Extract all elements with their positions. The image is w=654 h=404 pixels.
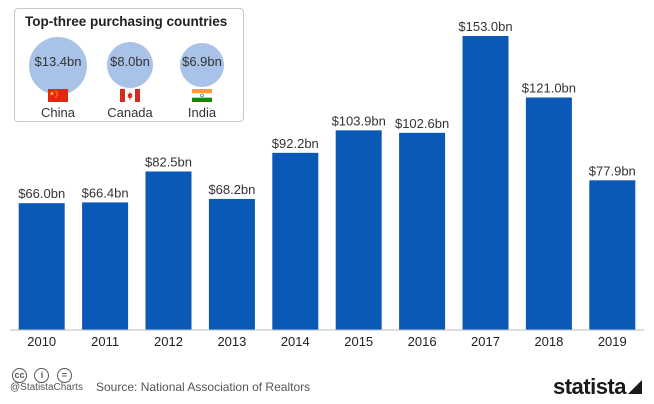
statista-logo[interactable]: statista — [553, 374, 642, 400]
license-icons: cc i = — [12, 365, 75, 383]
china-flag-icon — [48, 89, 68, 102]
x-tick-2012: 2012 — [154, 334, 183, 349]
x-tick-2010: 2010 — [27, 334, 56, 349]
bar-value-label-2010: $66.0bn — [18, 186, 65, 201]
bars-group — [18, 36, 636, 330]
bar-value-label-2012: $82.5bn — [145, 154, 192, 169]
bar-2012 — [145, 171, 192, 330]
bar-2013 — [208, 198, 255, 330]
x-tick-2011: 2011 — [91, 334, 119, 349]
x-tick-2013: 2013 — [217, 334, 246, 349]
india-label: India — [187, 105, 217, 120]
bar-2016 — [399, 132, 446, 330]
bar-2017 — [462, 36, 509, 330]
statista-logo-text: statista — [552, 374, 627, 399]
india-flag-icon — [192, 89, 212, 102]
bar-2010 — [18, 203, 65, 330]
bar-2011 — [82, 202, 129, 330]
bar-value-label-2013: $68.2bn — [208, 182, 255, 197]
bar-value-label-2018: $121.0bn — [522, 80, 576, 95]
x-tick-2014: 2014 — [281, 334, 310, 349]
bar-value-label-2015: $103.9bn — [332, 113, 386, 128]
bar-value-label-2017: $153.0bn — [458, 19, 512, 34]
india-bubble — [180, 43, 224, 87]
legend-item-india: $6.9bn India — [165, 33, 239, 120]
x-tick-2016: 2016 — [408, 334, 437, 349]
x-tick-2017: 2017 — [471, 334, 500, 349]
bar-2015 — [335, 130, 382, 330]
bar-value-label-2016: $102.6bn — [395, 116, 449, 131]
statista-logo-mark-icon — [628, 380, 642, 394]
bar-2018 — [525, 97, 572, 330]
x-tick-labels-group: 2010 2011 2012 2013 2014 2015 2016 2017 2018 2019 — [27, 334, 627, 349]
x-tick-2015: 2015 — [344, 334, 373, 349]
bar-value-label-2014: $92.2bn — [272, 136, 319, 151]
india-value: $6.9bn — [182, 54, 222, 69]
china-bubble — [29, 37, 87, 95]
bar-labels-group: $66.0bn $66.4bn $82.5bn $68.2bn $92.2bn $103.… — [18, 19, 636, 201]
no-derivatives-icon[interactable]: = — [56, 368, 72, 383]
source-note: Source: National Association of Realtors — [96, 380, 311, 394]
legend-title: Top-three purchasing countries — [25, 14, 228, 29]
legend-panel: Top-three purchasing countries $13.4bn C… — [14, 8, 244, 122]
canada-bubble — [107, 42, 153, 88]
statista-handle[interactable]: @StatistaCharts — [10, 382, 83, 393]
creative-commons-icon[interactable]: cc — [12, 368, 27, 383]
bar-value-label-2011: $66.4bn — [82, 185, 129, 200]
china-value: $13.4bn — [34, 54, 82, 69]
canada-label: Canada — [107, 105, 153, 120]
x-tick-2019: 2019 — [598, 334, 627, 349]
bar-2019 — [589, 180, 636, 330]
bar-value-label-2019: $77.9bn — [589, 163, 636, 178]
legend-item-china: $13.4bn China — [21, 33, 95, 120]
attribution-icon[interactable]: i — [34, 368, 50, 383]
legend-item-canada: $8.0bn Canada — [93, 33, 167, 120]
canada-flag-icon — [120, 89, 140, 102]
china-label: China — [41, 105, 75, 120]
bar-2014 — [272, 152, 319, 330]
footer: cc i = @StatistaCharts Source: National … — [10, 365, 330, 400]
canada-value: $8.0bn — [110, 54, 150, 69]
x-tick-2018: 2018 — [534, 334, 563, 349]
